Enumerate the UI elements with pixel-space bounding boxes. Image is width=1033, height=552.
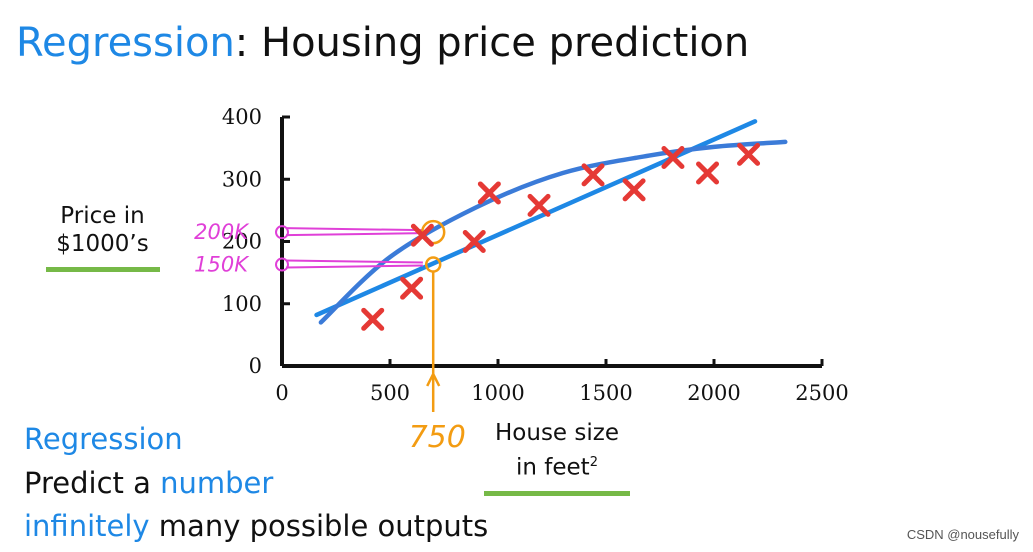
fit-lines [314, 119, 788, 325]
x-tick-label: 2500 [795, 381, 848, 405]
x-axis-label: House size in feet2 [472, 418, 642, 496]
y-axis-label-underline [45, 267, 160, 272]
data-points [361, 142, 761, 331]
annot-150k-label: 150K [194, 253, 250, 277]
annot-750-label: 750 [409, 420, 466, 455]
y-tick-label: 0 [249, 354, 262, 378]
data-point-x-marker [361, 307, 385, 331]
axis-ticks: 0 500 1000 1500 2000 2500 0 100 200 300 400 [222, 105, 849, 405]
curve-fit-line [318, 139, 788, 325]
outputs-infinitely: infinitely [24, 509, 150, 543]
data-point-x-marker [696, 161, 720, 185]
hand-annotations: 200K 150K 750 [194, 219, 466, 455]
x-tick-label: 1500 [579, 381, 632, 405]
y-axis-label: Price in $1000’s [40, 202, 165, 272]
x-tick-label: 1000 [471, 381, 524, 405]
y-tick-label: 400 [222, 105, 262, 129]
outputs-rest: many possible outputs [149, 509, 489, 543]
bottom-line-outputs: infinitely many possible outputs [24, 509, 488, 543]
x-axis-label-line1: House size [495, 420, 619, 446]
x-axis-label-line2: in feet [516, 454, 590, 481]
data-point-x-marker [400, 276, 424, 300]
annot-150k-start-circle [275, 257, 289, 272]
annot-200k-start-circle [275, 225, 289, 240]
data-point-x-marker [527, 193, 551, 217]
annot-750-arrowhead [426, 371, 441, 387]
annot-150k-guide [285, 259, 423, 269]
data-point-x-marker [462, 230, 486, 253]
watermark: CSDN @nousefully [906, 527, 1019, 542]
annot-200k-label: 200K [194, 220, 250, 244]
bottom-heading: Regression [24, 422, 183, 456]
x-axis-label-sup: 2 [589, 455, 598, 470]
y-axis-label-line1: Price in [60, 203, 145, 229]
predict-prefix: Predict a [24, 466, 161, 500]
data-point-x-marker [581, 163, 605, 187]
predict-number: number [160, 466, 274, 500]
linear-fit-line [314, 119, 758, 318]
data-point-x-marker [661, 145, 685, 169]
x-tick-label: 500 [370, 381, 410, 405]
data-point-x-marker [410, 223, 434, 247]
annot-200k-guide [285, 227, 423, 237]
x-tick-label: 0 [275, 381, 288, 405]
x-tick-label: 2000 [687, 381, 740, 405]
title-accent: Regression [16, 20, 235, 66]
data-point-x-marker [622, 178, 646, 202]
bottom-line-predict: Predict a number [24, 466, 273, 500]
data-point-x-marker [477, 181, 501, 205]
x-axis-label-underline [484, 490, 630, 496]
title-rest: : Housing price prediction [234, 20, 750, 66]
y-tick-label: 100 [222, 292, 262, 316]
y-axis-label-line2: $1000’s [56, 231, 149, 257]
y-tick-label: 200 [222, 230, 262, 254]
slide-title: Regression: Housing price prediction [16, 20, 749, 66]
y-tick-label: 300 [222, 167, 262, 191]
data-point-x-marker [737, 142, 761, 166]
